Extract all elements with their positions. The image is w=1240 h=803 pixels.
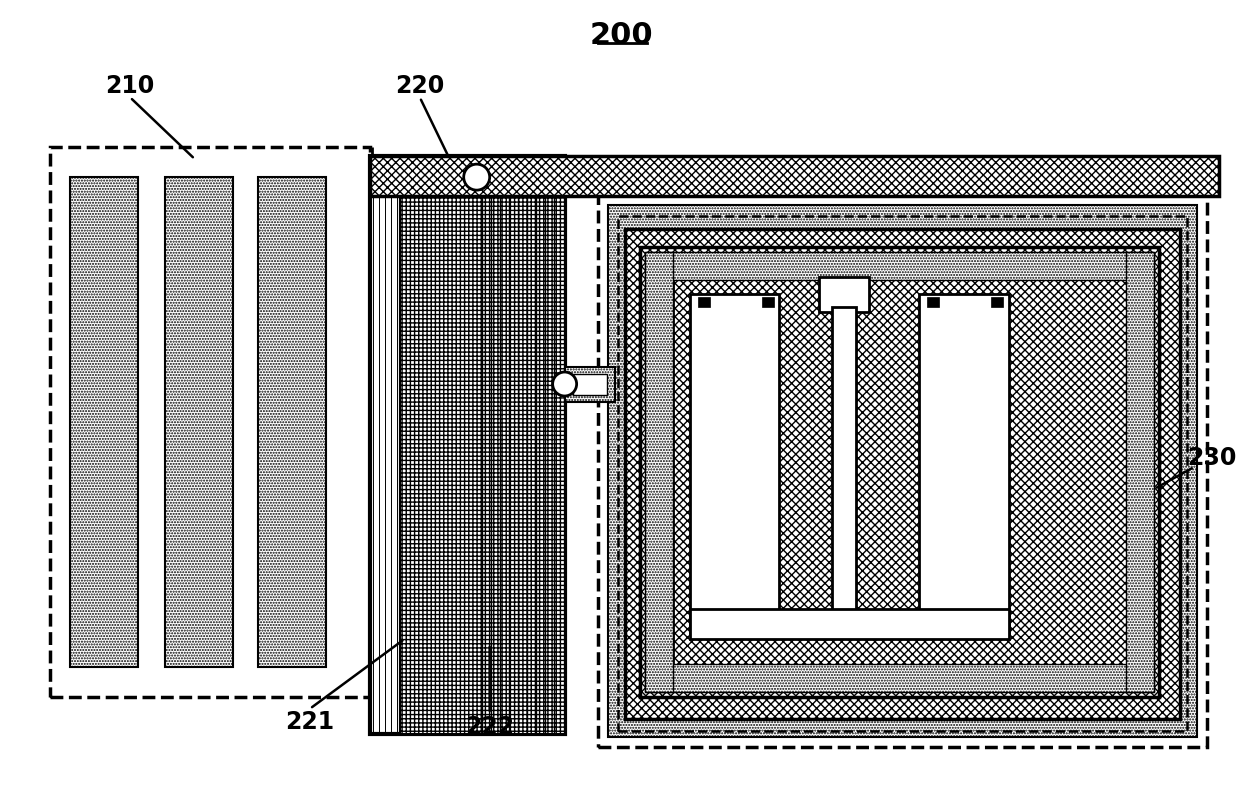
Text: 230: 230 xyxy=(1188,446,1238,470)
Bar xyxy=(640,248,1159,697)
Bar xyxy=(618,217,1187,731)
Bar xyxy=(698,298,709,308)
Bar xyxy=(598,196,1208,747)
Circle shape xyxy=(553,373,577,397)
Bar xyxy=(564,368,615,402)
Bar xyxy=(370,157,399,734)
Bar xyxy=(399,157,564,734)
Bar xyxy=(928,298,940,308)
Bar xyxy=(573,374,606,396)
Bar xyxy=(645,253,672,692)
Text: 220: 220 xyxy=(396,74,444,98)
Bar xyxy=(370,157,1219,197)
Text: 222: 222 xyxy=(465,714,515,738)
Bar xyxy=(689,609,1009,639)
Bar xyxy=(258,178,326,667)
Bar xyxy=(820,278,869,312)
Bar xyxy=(1126,253,1154,692)
Bar xyxy=(672,278,1127,667)
Text: 221: 221 xyxy=(285,709,335,733)
Bar xyxy=(689,295,780,634)
Bar xyxy=(625,230,1180,719)
Bar xyxy=(991,298,1003,308)
Text: 200: 200 xyxy=(590,21,653,50)
Bar xyxy=(645,253,1154,281)
Bar xyxy=(761,298,774,308)
Bar xyxy=(919,295,1009,634)
Bar xyxy=(69,178,138,667)
Bar xyxy=(370,157,564,734)
Bar xyxy=(832,308,857,627)
Bar xyxy=(165,178,233,667)
Bar xyxy=(608,206,1198,737)
Bar xyxy=(50,148,370,697)
Bar xyxy=(645,664,1154,692)
Circle shape xyxy=(464,165,490,191)
Text: 210: 210 xyxy=(105,74,155,98)
